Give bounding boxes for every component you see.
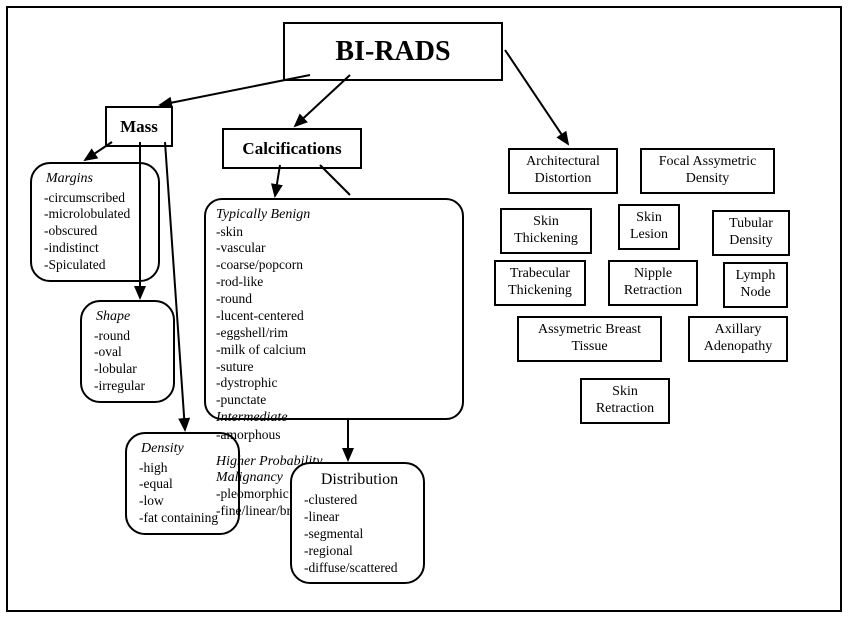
trabecular-box: Trabecular Thickening: [494, 260, 586, 306]
asymm-breast-box: Assymetric Breast Tissue: [517, 316, 662, 362]
focal-asymm-text: Focal Assymetric Density: [659, 154, 757, 186]
benign-item: -coarse/popcorn: [216, 257, 344, 274]
benign-item: -milk of calcium: [216, 342, 344, 359]
margins-item: -circumscribed: [44, 190, 148, 207]
distribution-item: -diffuse/scattered: [304, 560, 413, 577]
arch-distortion-box: Architectural Distortion: [508, 148, 618, 194]
calcification-types-box: Typically Benign -skin -vascular -coarse…: [204, 198, 464, 420]
benign-title: Typically Benign: [216, 206, 344, 224]
margins-item: -Spiculated: [44, 257, 148, 274]
calcifications-label: Calcifications: [242, 139, 341, 158]
density-item: -high: [139, 460, 228, 477]
nipple-retraction-box: Nipple Retraction: [608, 260, 698, 306]
shape-box: Shape -round -oval -lobular -irregular: [80, 300, 175, 403]
density-title: Density: [141, 440, 228, 458]
distribution-item: -segmental: [304, 526, 413, 543]
distribution-title: Distribution: [306, 470, 413, 490]
asymm-breast-text: Assymetric Breast Tissue: [538, 322, 641, 354]
benign-item: -round: [216, 291, 344, 308]
focal-asymm-box: Focal Assymetric Density: [640, 148, 775, 194]
benign-item: -lucent-centered: [216, 308, 344, 325]
tubular-density-text: Tubular Density: [729, 216, 773, 248]
benign-item: -dystrophic: [216, 375, 344, 392]
shape-item: -round: [94, 328, 163, 345]
lymph-node-box: Lymph Node: [723, 262, 788, 308]
shape-item: -lobular: [94, 361, 163, 378]
skin-thickening-box: Skin Thickening: [500, 208, 592, 254]
nipple-retraction-text: Nipple Retraction: [624, 266, 682, 298]
distribution-item: -regional: [304, 543, 413, 560]
skin-retraction-text: Skin Retraction: [596, 384, 654, 416]
shape-title: Shape: [96, 308, 163, 326]
intermediate-title: Intermediate: [216, 409, 334, 427]
distribution-item: -linear: [304, 509, 413, 526]
mass-header: Mass: [105, 106, 173, 147]
benign-item: -vascular: [216, 240, 344, 257]
arch-distortion-text: Architectural Distortion: [526, 154, 600, 186]
shape-item: -irregular: [94, 378, 163, 395]
benign-item: -punctate: [216, 392, 344, 409]
axillary-box: Axillary Adenopathy: [688, 316, 788, 362]
skin-retraction-box: Skin Retraction: [580, 378, 670, 424]
density-item: -equal: [139, 476, 228, 493]
skin-lesion-box: Skin Lesion: [618, 204, 680, 250]
tubular-density-box: Tubular Density: [712, 210, 790, 256]
distribution-item: -clustered: [304, 492, 413, 509]
benign-item: -eggshell/rim: [216, 325, 344, 342]
title-text: BI-RADS: [335, 36, 450, 67]
margins-box: Margins -circumscribed -microlobulated -…: [30, 162, 160, 282]
title-box: BI-RADS: [283, 22, 503, 81]
benign-item: -skin: [216, 224, 344, 241]
skin-lesion-text: Skin Lesion: [630, 210, 668, 242]
shape-item: -oval: [94, 344, 163, 361]
margins-item: -indistinct: [44, 240, 148, 257]
intermediate-item: -amorphous: [216, 427, 334, 444]
calcifications-header: Calcifications: [222, 128, 362, 169]
axillary-text: Axillary Adenopathy: [704, 322, 772, 354]
benign-item: -rod-like: [216, 274, 344, 291]
lymph-node-text: Lymph Node: [736, 268, 776, 300]
skin-thickening-text: Skin Thickening: [514, 214, 578, 246]
density-item: -low: [139, 493, 228, 510]
mass-label: Mass: [120, 117, 158, 136]
margins-item: -obscured: [44, 223, 148, 240]
margins-title: Margins: [46, 170, 148, 188]
distribution-box: Distribution -clustered -linear -segment…: [290, 462, 425, 584]
margins-item: -microlobulated: [44, 206, 148, 223]
trabecular-text: Trabecular Thickening: [508, 266, 572, 298]
density-item: -fat containing: [139, 510, 228, 527]
benign-item: -suture: [216, 359, 344, 376]
